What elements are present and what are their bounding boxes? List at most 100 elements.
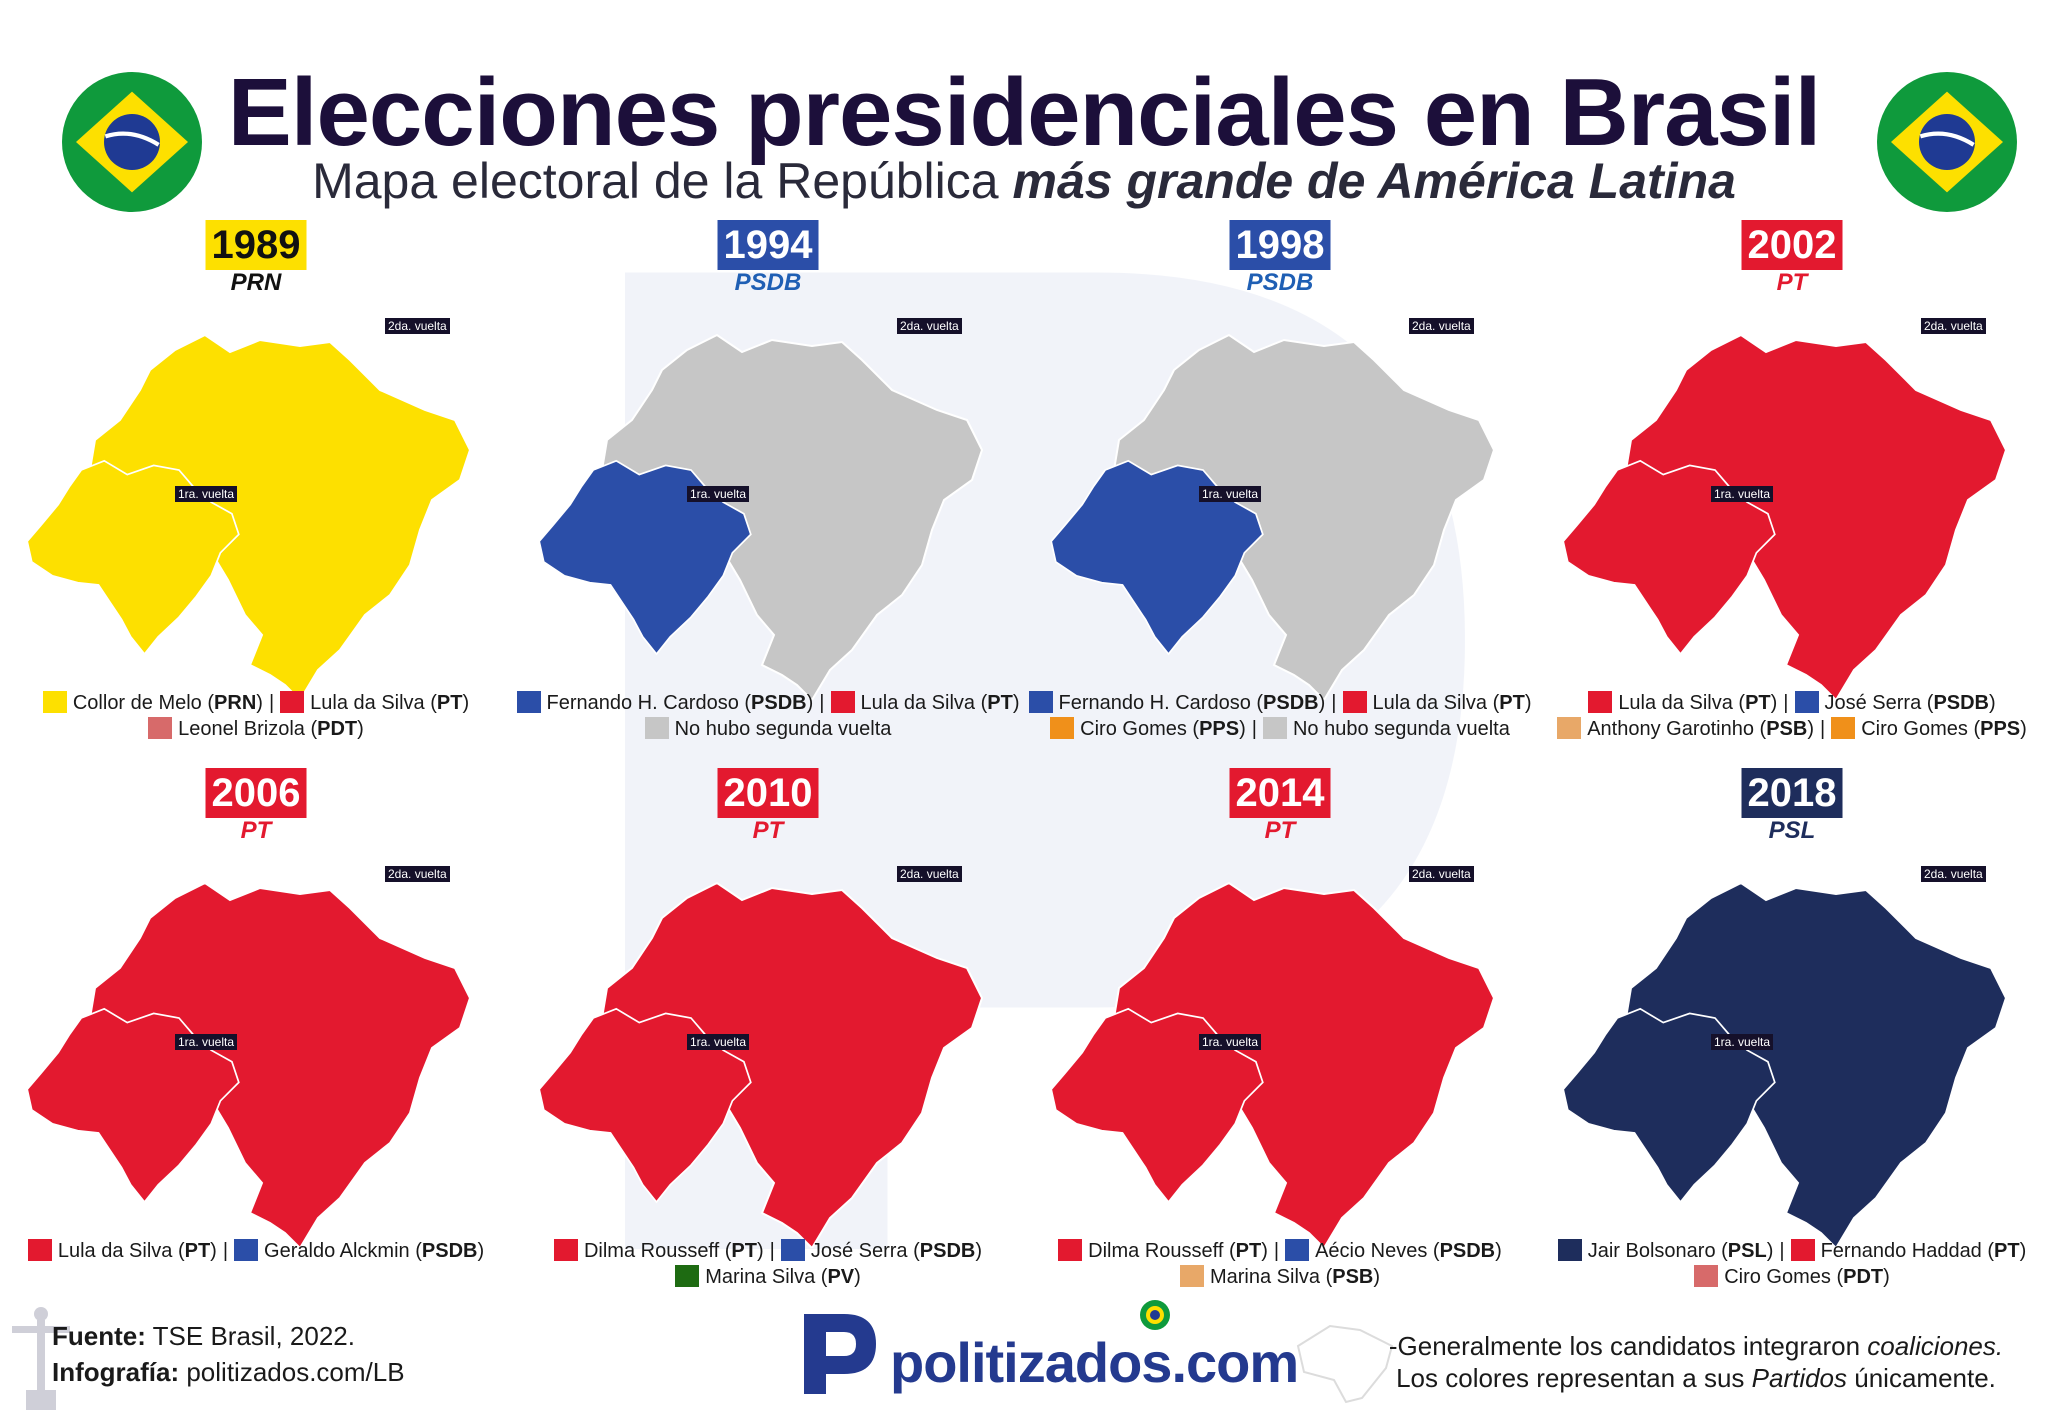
legend-swatch (234, 1239, 259, 1261)
election-panel-1998: 1998 PSDB 2da. vuelta 1ra. vuelta Fernando H… (1024, 220, 1536, 760)
legend-swatch (1028, 691, 1053, 713)
first-round-tag: 1ra. vuelta (175, 1034, 238, 1050)
legend-party: (PSDB) (1427, 1240, 1502, 1262)
legend-swatch (516, 691, 541, 713)
legend-row: Marina Silva (PV) (512, 1264, 1024, 1290)
year-label: 2014 (1229, 768, 1331, 818)
election-map (26, 881, 472, 1248)
first-round-tag: 1ra. vuelta (687, 486, 750, 502)
legend-swatch (148, 717, 173, 739)
legend-candidate: Aécio Neves (1315, 1240, 1428, 1262)
subtitle-emphasis: más grande de América Latina (1012, 153, 1736, 209)
election-map (26, 333, 472, 700)
election-map (538, 333, 984, 700)
legend-party: (PSB) (1753, 718, 1814, 740)
legend-swatch (1179, 1265, 1204, 1287)
legend-candidate: Fernando Haddad (1820, 1240, 1982, 1262)
legend-row: Fernando H. Cardoso (PSDB) | Lula da Silva… (1024, 690, 1536, 716)
legend-party: (PT) (1732, 692, 1778, 714)
legend-row: Ciro Gomes (PPS) | No hubo segunda vuelta (1024, 716, 1536, 742)
legend-candidate: No hubo segunda vuelta (1292, 718, 1510, 740)
election-panel-2002: 2002 PT 2da. vuelta 1ra. vuelta Lula da Silv… (1536, 220, 2048, 760)
year-label: 2018 (1741, 768, 1843, 818)
first-round-map (538, 459, 752, 656)
legend-separator: | (1251, 718, 1257, 740)
year-label: 2010 (717, 768, 819, 818)
legend-candidate: Lula da Silva (1372, 692, 1488, 714)
legend-separator: | (1783, 692, 1789, 714)
page-title: Elecciones presidenciales en Brasil (227, 59, 1822, 166)
first-round-tag: 1ra. vuelta (1199, 486, 1262, 502)
second-round-tag: 2da. vuelta (1921, 318, 1986, 334)
brazil-coat-of-arms-icon (1140, 1300, 1170, 1330)
legend-party: (PDT) (304, 718, 364, 740)
credit-value[interactable]: politizados.com/LB (186, 1357, 405, 1387)
second-round-tag: 2da. vuelta (897, 318, 962, 334)
legend-party: (PSDB) (409, 1240, 485, 1262)
legend: Lula da Silva (PT) | José Serra (PSDB) Anth… (1536, 690, 2048, 742)
brand-name: politizados.com (890, 1331, 1299, 1394)
election-panel-2010: 2010 PT 2da. vuelta 1ra. vuelta Dilma Rousse… (512, 768, 1024, 1308)
second-round-tag: 2da. vuelta (897, 866, 962, 882)
legend-row: No hubo segunda vuelta (512, 716, 1024, 742)
note-line2-emph: Partidos (1751, 1363, 1848, 1393)
legend: Fernando H. Cardoso (PSDB) | Lula da Silva… (1024, 690, 1536, 742)
legend-candidate: Leonel Brizola (178, 718, 305, 740)
second-round-tag: 2da. vuelta (1409, 318, 1474, 334)
legend-separator: | (1779, 1240, 1785, 1262)
year-label: 1998 (1229, 220, 1331, 270)
legend-candidate: Anthony Garotinho (1587, 718, 1754, 740)
legend-separator: | (769, 1240, 775, 1262)
brazil-flag-right-icon (1877, 72, 2017, 212)
year-label: 2002 (1741, 220, 1843, 270)
election-map (1562, 333, 2008, 700)
legend-party: (PV) (815, 1266, 861, 1288)
source-label: Fuente: (52, 1321, 146, 1351)
first-round-tag: 1ra. vuelta (1711, 1034, 1774, 1050)
legend-swatch (1794, 691, 1819, 713)
note-line2: Los colores representan a sus (1396, 1363, 1752, 1393)
legend-row: Anthony Garotinho (PSB) | Ciro Gomes (PPS) (1536, 716, 2048, 742)
legend-row: Fernando H. Cardoso (PSDB) | Lula da Silva… (512, 690, 1024, 716)
legend-row: Dilma Rousseff (PT) | Aécio Neves (PSDB) (1024, 1238, 1536, 1264)
legend-swatch (42, 691, 67, 713)
legend-row: Ciro Gomes (PDT) (1536, 1264, 2048, 1290)
legend: Dilma Rousseff (PT) | José Serra (PSDB) Mar… (512, 1238, 1024, 1290)
legend-candidate: Lula da Silva (1618, 692, 1733, 714)
legend-swatch (1588, 691, 1613, 713)
note-line1: -Generalmente los candidatos integraron (1388, 1331, 1868, 1361)
legend-swatch (553, 1239, 578, 1261)
note-line1-emph: coaliciones. (1867, 1331, 2004, 1361)
legend-swatch (830, 691, 855, 713)
legend-row: Leonel Brizola (PDT) (0, 716, 512, 742)
legend-swatch (280, 691, 305, 713)
legend-swatch (780, 1239, 805, 1261)
legend-party: (PSDB) (1921, 692, 1996, 714)
first-round-tag: 1ra. vuelta (175, 486, 238, 502)
legend-candidate: Lula da Silva (310, 692, 425, 714)
legend-candidate: Ciro Gomes (1080, 718, 1187, 740)
politizados-p-icon (804, 1314, 876, 1394)
legend-party: (PSDB) (1250, 692, 1326, 714)
legend-candidate: Fernando H. Cardoso (1058, 692, 1251, 714)
legend-swatch (1694, 1265, 1719, 1287)
legend-candidate: Geraldo Alckmin (264, 1240, 410, 1262)
legend: Fernando H. Cardoso (PSDB) | Lula da Silva… (512, 690, 1024, 742)
brand-logo[interactable]: politizados.com (800, 1300, 1299, 1398)
legend-swatch (644, 717, 669, 739)
legend-swatch (1262, 717, 1287, 739)
first-round-map (26, 459, 240, 656)
winner-party-logo: PT (752, 817, 784, 844)
legend-swatch (675, 1265, 700, 1287)
note-line2-end: únicamente. (1847, 1363, 1996, 1393)
legend-candidate: Lula da Silva (57, 1240, 173, 1262)
legend-swatch (1831, 717, 1856, 739)
election-panel-2014: 2014 PT 2da. vuelta 1ra. vuelta Dilma Rousse… (1024, 768, 1536, 1308)
legend-row: Dilma Rousseff (PT) | José Serra (PSDB) (512, 1238, 1024, 1264)
election-panel-2006: 2006 PT 2da. vuelta 1ra. vuelta Lula da Silv… (0, 768, 512, 1308)
year-label: 2006 (205, 768, 307, 818)
legend-party: (PPS) (1186, 718, 1246, 740)
legend-row: Lula da Silva (PT) | José Serra (PSDB) (1536, 690, 2048, 716)
legend-party: (PSDB) (738, 692, 814, 714)
election-map (1050, 333, 1496, 700)
